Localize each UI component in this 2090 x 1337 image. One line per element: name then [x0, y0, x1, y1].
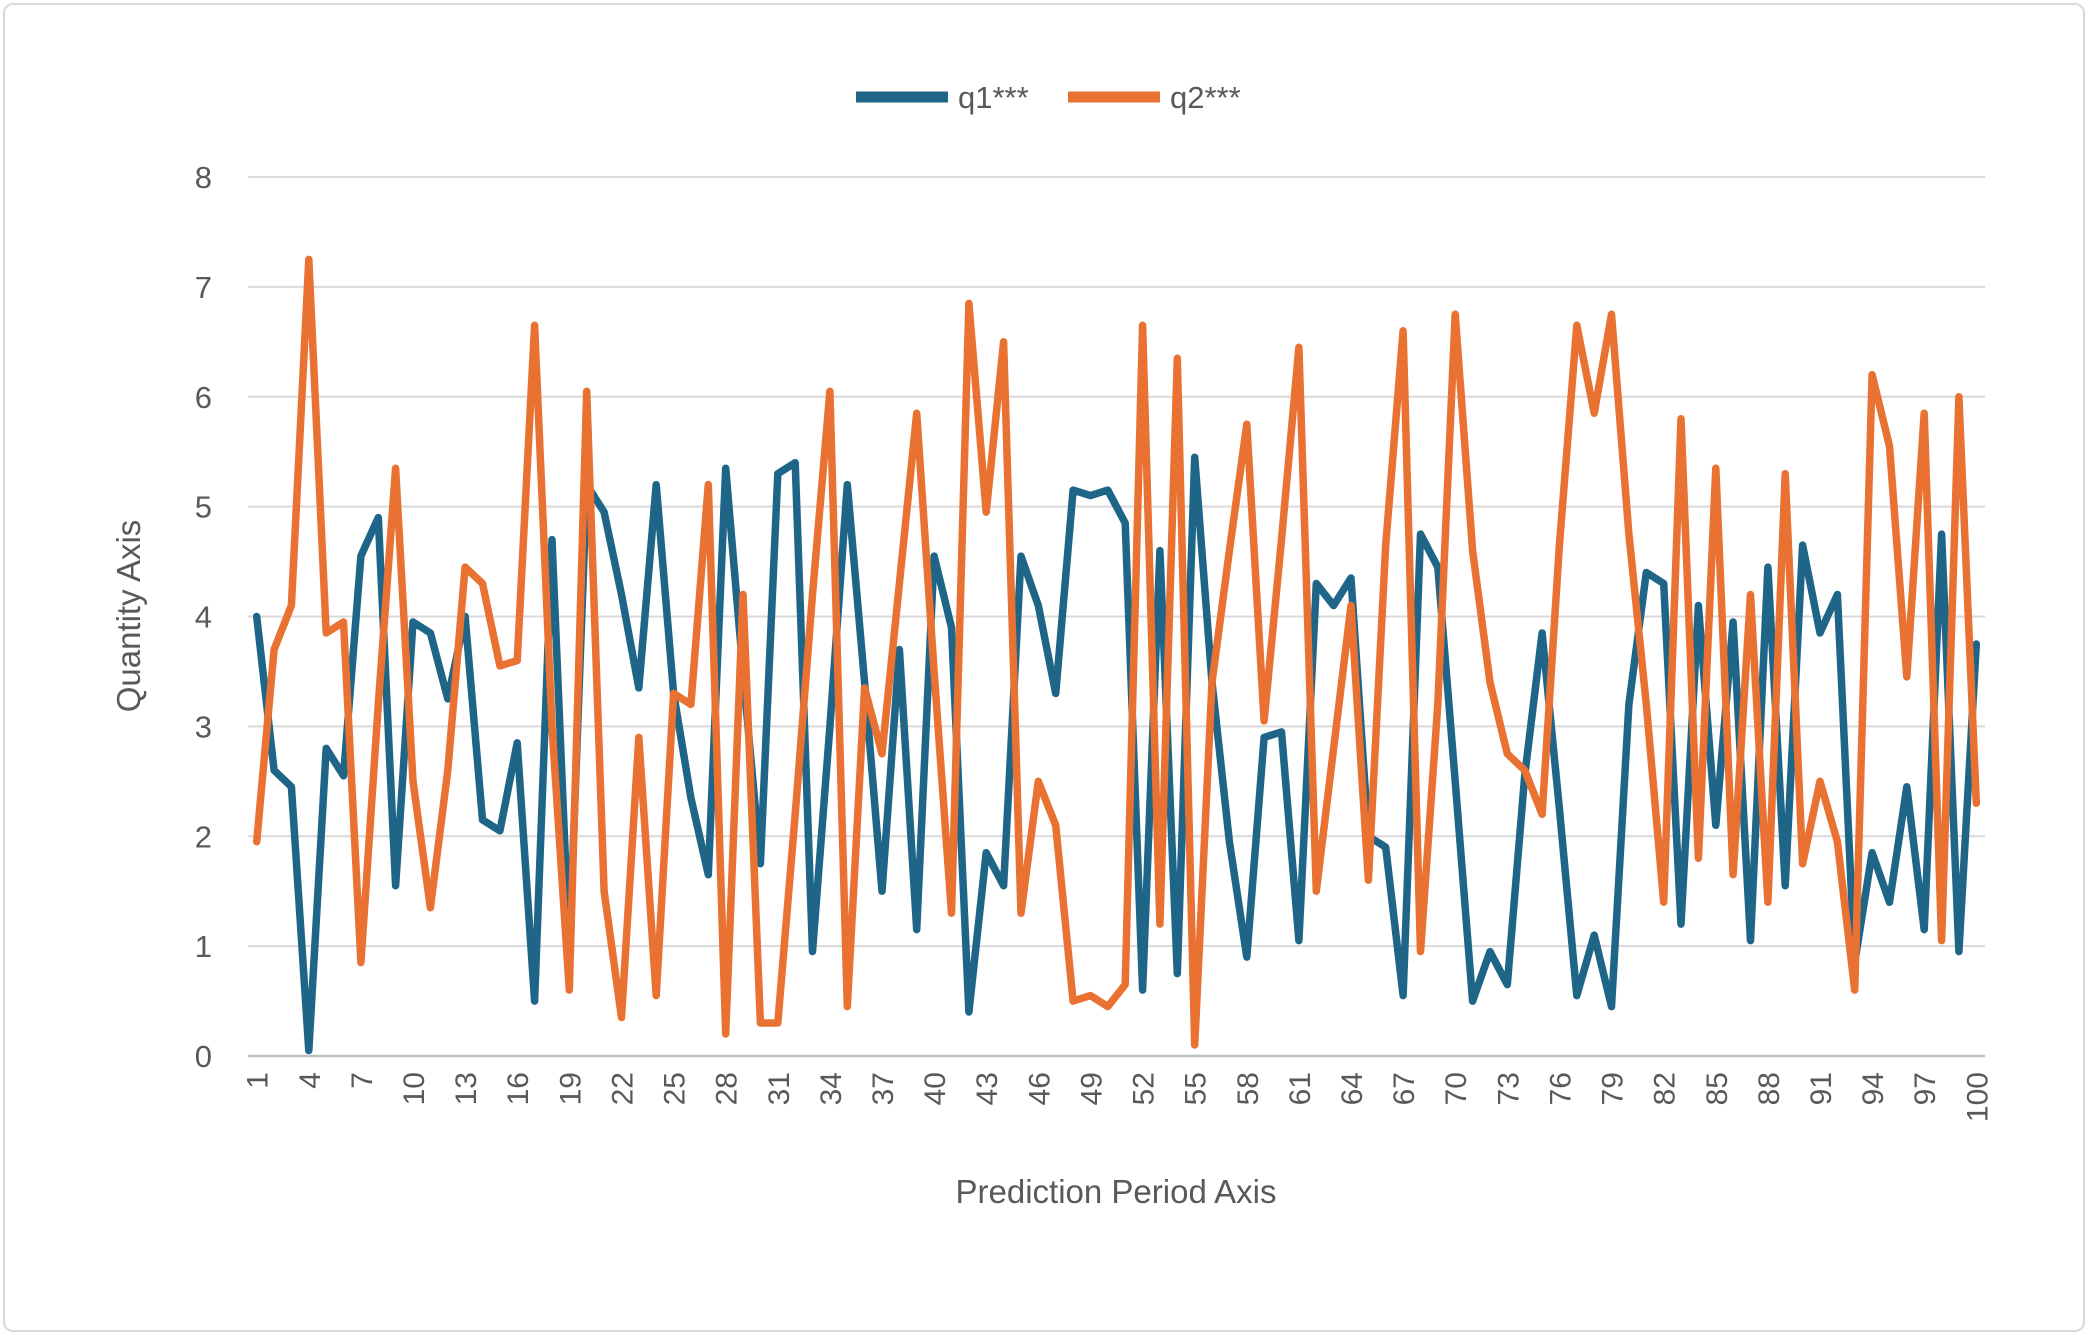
gridlines — [248, 176, 1985, 948]
x-tick-label: 100 — [1961, 1072, 1994, 1122]
x-axis-tick-labels: 1 4 7 10 13 16 19 22 25 28 31 34 37 40 43 46 49 52 55 58 61 6… — [242, 1072, 1995, 1122]
x-tick-label: 52 — [1128, 1072, 1161, 1105]
x-tick-label: 4 — [294, 1072, 327, 1089]
x-tick-label: 91 — [1805, 1072, 1838, 1105]
series-q1-line[interactable] — [252, 453, 1981, 1055]
x-tick-label: 85 — [1701, 1072, 1734, 1105]
x-tick-label: 25 — [659, 1072, 692, 1105]
x-tick-label: 67 — [1388, 1072, 1421, 1105]
y-axis-tick-labels: 0 1 2 3 4 5 6 7 8 — [195, 160, 212, 1074]
x-tick-label: 88 — [1753, 1072, 1786, 1105]
y-axis-title: Quantity Axis — [110, 520, 147, 713]
legend-label-q1[interactable]: q1*** — [958, 80, 1029, 115]
x-tick-label: 70 — [1440, 1072, 1473, 1105]
y-tick-label: 5 — [195, 490, 212, 525]
x-tick-label: 22 — [606, 1072, 639, 1105]
y-tick-label: 6 — [195, 380, 212, 415]
x-tick-label: 97 — [1909, 1072, 1942, 1105]
x-tick-label: 10 — [398, 1072, 431, 1105]
x-tick-label: 82 — [1649, 1072, 1682, 1105]
x-tick-label: 94 — [1857, 1072, 1890, 1105]
y-tick-label: 7 — [195, 270, 212, 305]
x-tick-label: 34 — [815, 1072, 848, 1105]
x-tick-label: 40 — [919, 1072, 952, 1105]
x-tick-label: 58 — [1232, 1072, 1265, 1105]
x-tick-label: 64 — [1336, 1072, 1369, 1105]
x-tick-label: 31 — [763, 1072, 796, 1105]
y-tick-label: 8 — [195, 160, 212, 195]
x-tick-label: 16 — [502, 1072, 535, 1105]
x-tick-label: 76 — [1544, 1072, 1577, 1105]
x-tick-label: 79 — [1597, 1072, 1630, 1105]
x-axis-title: Prediction Period Axis — [956, 1173, 1277, 1210]
series-q2-line[interactable] — [252, 255, 1981, 1049]
x-tick-label: 37 — [867, 1072, 900, 1105]
legend: q1*** q2*** — [856, 80, 1241, 115]
x-tick-label: 1 — [242, 1072, 275, 1089]
x-tick-label: 61 — [1284, 1072, 1317, 1105]
x-tick-label: 73 — [1492, 1072, 1525, 1105]
x-tick-label: 19 — [554, 1072, 587, 1105]
y-tick-label: 3 — [195, 709, 212, 744]
y-tick-label: 2 — [195, 819, 212, 854]
x-tick-label: 28 — [711, 1072, 744, 1105]
y-tick-label: 4 — [195, 600, 212, 635]
x-tick-label: 49 — [1075, 1072, 1108, 1105]
x-tick-label: 13 — [450, 1072, 483, 1105]
x-tick-label: 7 — [346, 1072, 379, 1089]
x-tick-label: 46 — [1023, 1072, 1056, 1105]
x-tick-label: 55 — [1180, 1072, 1213, 1105]
y-tick-label: 1 — [195, 929, 212, 964]
legend-label-q2[interactable]: q2*** — [1170, 80, 1241, 115]
y-tick-label: 0 — [195, 1039, 212, 1074]
x-tick-label: 43 — [971, 1072, 1004, 1105]
